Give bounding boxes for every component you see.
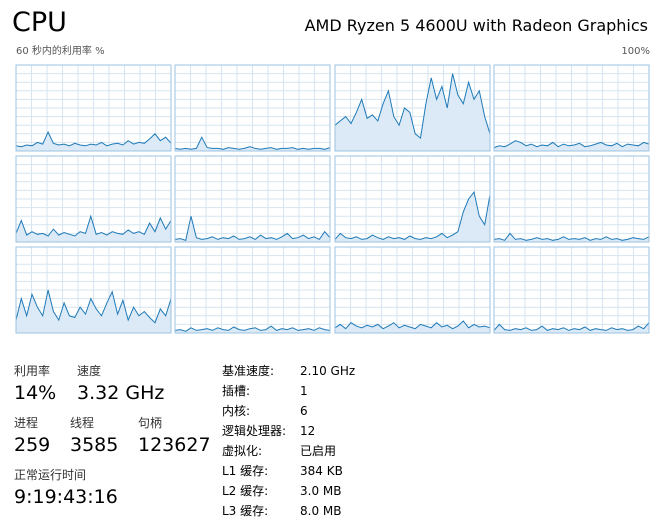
area-fill (335, 73, 490, 151)
graph-caption: 60 秒内的利用率 % (16, 46, 105, 57)
detail-value: 3.0 MB (300, 484, 342, 498)
detail-label: 逻辑处理器: (222, 424, 287, 438)
graph-border (493, 246, 650, 334)
graph-border (493, 155, 650, 243)
detail-value: 已启用 (300, 444, 337, 458)
utilization-line (15, 214, 172, 237)
processor-name: AMD Ryzen 5 4600U with Radeon Graphics (304, 16, 648, 35)
utilization-line (493, 232, 650, 241)
area-fill (335, 321, 490, 333)
stat-label: 速度 (77, 364, 102, 378)
detail-value: 384 KB (300, 464, 343, 478)
utilization-line (334, 73, 491, 140)
detail-value: 2.10 GHz (300, 364, 356, 378)
graph-border (334, 155, 491, 243)
detail-value: 12 (300, 424, 316, 438)
detail-label: L1 缓存: (222, 464, 269, 478)
graph-border (334, 246, 491, 334)
stat-value: 259 (14, 434, 51, 456)
detail-label: 基准速度: (222, 364, 275, 378)
graph-max-label: 100% (621, 46, 650, 57)
stat-value: 14% (14, 382, 57, 404)
graph-border (15, 64, 172, 152)
utilization-line (15, 130, 172, 148)
graph-border (15, 246, 172, 334)
detail-value: 6 (300, 404, 308, 418)
stat-value: 123627 (138, 434, 211, 456)
page-title: CPU (12, 7, 67, 38)
utilization-line (334, 190, 491, 240)
utilization-line (15, 289, 172, 324)
stat-label: 正常运行时间 (14, 468, 87, 482)
detail-label: 内核: (222, 404, 251, 418)
stat-value: 3585 (70, 434, 119, 456)
utilization-line (493, 322, 650, 331)
detail-value: 8.0 MB (300, 504, 342, 518)
area-fill (335, 192, 490, 242)
area-fill (16, 216, 171, 242)
graph-border (174, 246, 331, 334)
area-fill (16, 290, 171, 333)
stat-label: 句柄 (138, 416, 163, 430)
area-fill (494, 233, 649, 242)
graph-border (174, 155, 331, 243)
utilization-line (174, 136, 331, 150)
stat-label: 进程 (14, 416, 39, 430)
stat-value: 9:19:43:16 (14, 486, 118, 508)
detail-label: 虚拟化: (222, 444, 263, 458)
area-fill (175, 326, 330, 333)
stat-value: 3.32 GHz (77, 382, 165, 404)
utilization-line (174, 325, 331, 332)
graph-border (334, 64, 491, 152)
utilization-line (174, 216, 331, 241)
detail-value: 1 (300, 384, 308, 398)
graph-border (174, 64, 331, 152)
graph-border (15, 155, 172, 243)
stat-label: 利用率 (14, 364, 51, 378)
detail-label: 插槽: (222, 384, 251, 398)
detail-label: L3 缓存: (222, 504, 269, 518)
utilization-line (493, 140, 650, 149)
area-fill (16, 132, 171, 151)
graph-border (493, 64, 650, 152)
detail-label: L2 缓存: (222, 484, 269, 498)
stat-label: 线程 (70, 416, 95, 430)
cpu-graphs (15, 64, 650, 334)
utilization-line (334, 320, 491, 330)
